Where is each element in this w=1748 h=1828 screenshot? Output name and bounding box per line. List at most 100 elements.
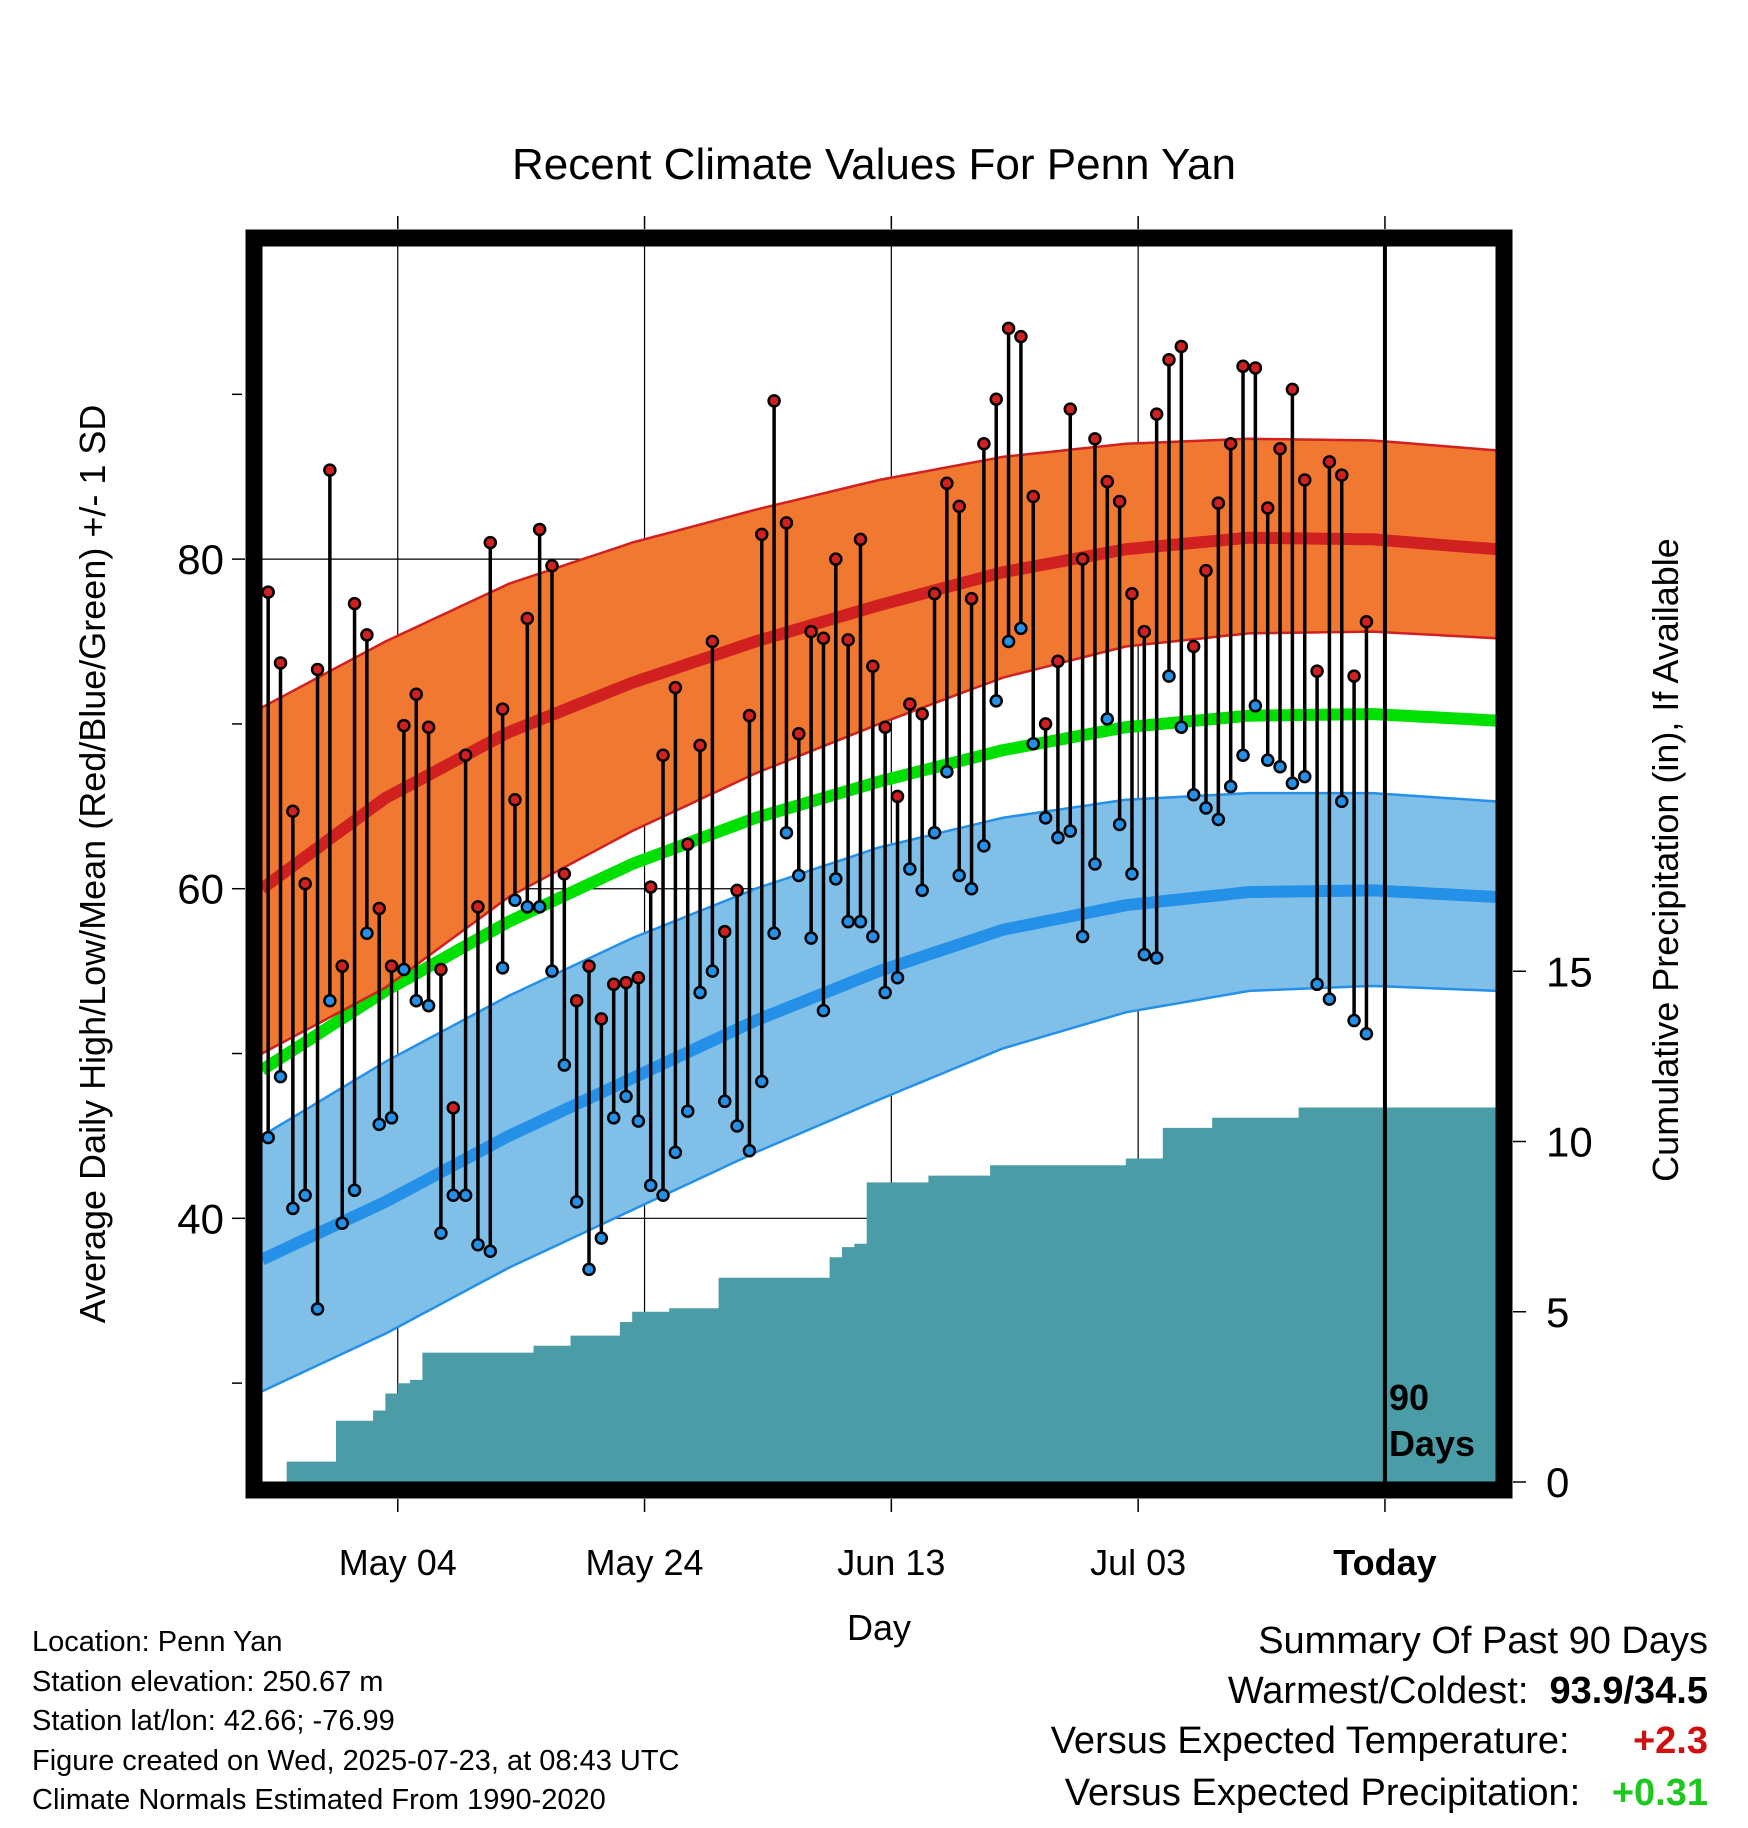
low-point [1088,857,1102,871]
high-point [964,591,979,606]
low-point [1162,669,1176,683]
low-point [582,1262,596,1277]
low-point [804,931,818,945]
y2-tick-label: 5 [1546,1289,1569,1336]
high-point [335,959,349,973]
y-axis-label: Average Daily High/Low/Mean (Red/Blue/Gr… [72,405,113,1324]
low-point [606,1111,621,1125]
high-point [1038,717,1053,731]
high-point [1236,359,1250,374]
low-point [446,1188,461,1202]
low-point [483,1244,498,1259]
chart-title: Recent Climate Values For Penn Yan [512,140,1236,189]
precipitation-area [262,1107,1496,1482]
x-tick-label: May 24 [586,1542,704,1583]
low-point [347,1183,362,1198]
high-point [1273,441,1287,456]
y2-axis-label: Cumulative Precipitation (in), If Availa… [1645,538,1686,1182]
high-point [915,707,929,721]
low-point [1310,977,1324,992]
today-days-count: 90 [1389,1377,1429,1418]
low-point [792,868,806,883]
low-point [1051,830,1065,845]
low-point [767,926,781,940]
high-point [446,1101,461,1115]
high-point [298,877,312,891]
high-point [680,837,695,851]
high-point [829,552,843,566]
high-point [742,708,757,723]
high-point [1310,664,1324,678]
summary-heading: Summary Of Past 90 Days [1258,1620,1708,1662]
low-point [1285,776,1300,790]
low-point [668,1145,683,1160]
high-point [952,499,966,514]
low-point [643,1178,658,1193]
high-point [903,697,917,711]
x-axis-label: Day [847,1607,911,1648]
low-point [705,964,720,978]
low-point [409,994,423,1008]
today-days-word: Days [1389,1423,1475,1464]
low-point [1260,753,1275,767]
high-point [1297,473,1312,487]
low-point [335,1216,349,1231]
low-point [1236,748,1250,762]
high-point [1125,586,1139,601]
high-point [569,994,584,1008]
high-point [619,975,633,990]
low-point [1038,811,1053,825]
climate-normals-period: Climate Normals Estimated From 1990-2020 [32,1784,606,1816]
low-sd-band [262,793,1496,1392]
high-point [668,680,683,695]
y2-tick-label: 10 [1546,1119,1593,1166]
low-point [1026,736,1040,751]
temperature-departure-value: +2.3 [1632,1720,1708,1762]
high-point [458,748,473,762]
low-point [927,825,942,840]
high-point [347,596,362,611]
plot-frame [245,229,1513,1499]
low-point [940,764,954,779]
low-point [656,1188,670,1202]
high-point [792,727,806,741]
high-point [1014,329,1028,344]
high-point [397,718,411,733]
low-point [1100,712,1115,726]
low-point [520,900,535,914]
low-point [569,1195,584,1209]
high-point [1051,654,1065,669]
low-point [458,1188,473,1202]
low-point [508,893,522,908]
summary-temperature: Versus Expected Temperature: +2.3 [1051,1720,1708,1763]
high-point [286,804,300,819]
high-point [582,959,596,973]
high-point [1335,468,1349,482]
precipitation-departure-label: Versus Expected Precipitation: [1064,1772,1581,1814]
low-point [718,1094,732,1109]
high-point [421,720,436,734]
x-tick-label: Today [1333,1542,1436,1583]
high-point [878,720,892,734]
y-tick-label: 80 [177,536,224,583]
figure-created: Figure created on Wed, 2025-07-23, at 08… [32,1745,680,1777]
low-point [397,962,411,977]
low-point [434,1226,448,1240]
station-elevation: Station elevation: 250.67 m [32,1666,384,1698]
low-point [310,1302,325,1316]
low-point [779,825,794,840]
high-point [384,959,399,973]
low-point [755,1074,769,1089]
low-point [557,1058,572,1072]
low-point [495,961,510,975]
low-point [298,1188,312,1202]
high-point [1063,402,1078,416]
low-point [1223,779,1238,794]
low-point [286,1201,300,1216]
high-point [1137,624,1152,639]
low-point [829,872,843,886]
high-point [1112,494,1127,509]
high-point [483,535,498,550]
high-point [273,656,288,670]
